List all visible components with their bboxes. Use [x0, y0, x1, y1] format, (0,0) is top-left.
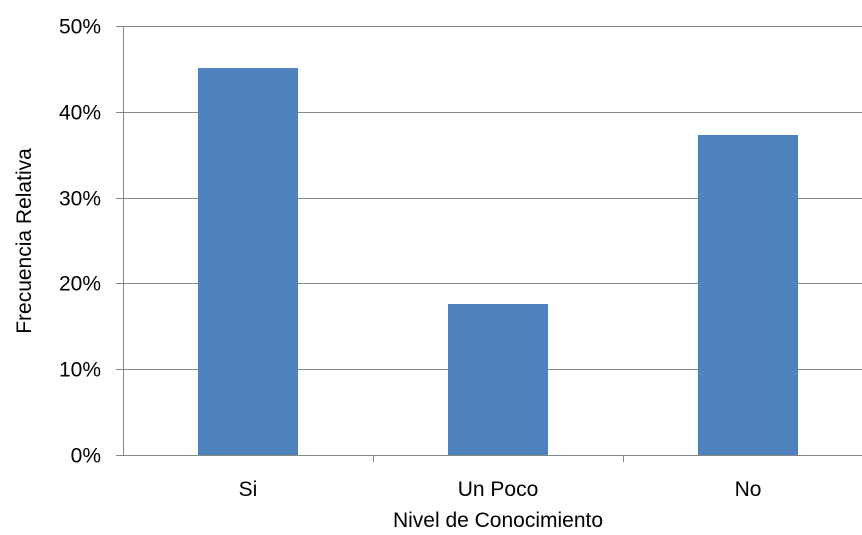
y-axis-title: Frecuencia Relativa [13, 148, 36, 334]
x-tick-label: Un Poco [458, 478, 539, 501]
x-axis-title: Nivel de Conocimiento [393, 509, 603, 532]
y-tick-label: 10% [59, 359, 101, 382]
y-tick-label: 0% [71, 445, 101, 468]
x-tick-label: No [735, 478, 762, 501]
x-tick-label: Si [239, 478, 258, 501]
y-tick-label: 40% [59, 102, 101, 125]
y-tick-labels: 0% 10% 20% 30% 40% 50% [59, 16, 101, 468]
y-tick-label: 20% [59, 273, 101, 296]
y-tick-label: 30% [59, 188, 101, 211]
x-tick-labels: Si Un Poco No [239, 478, 762, 501]
bar-si [198, 68, 298, 456]
bar-no [698, 134, 798, 455]
axes [123, 26, 862, 462]
y-tick-label: 50% [59, 16, 101, 39]
bars [198, 68, 798, 456]
bar-un-poco [448, 303, 548, 455]
